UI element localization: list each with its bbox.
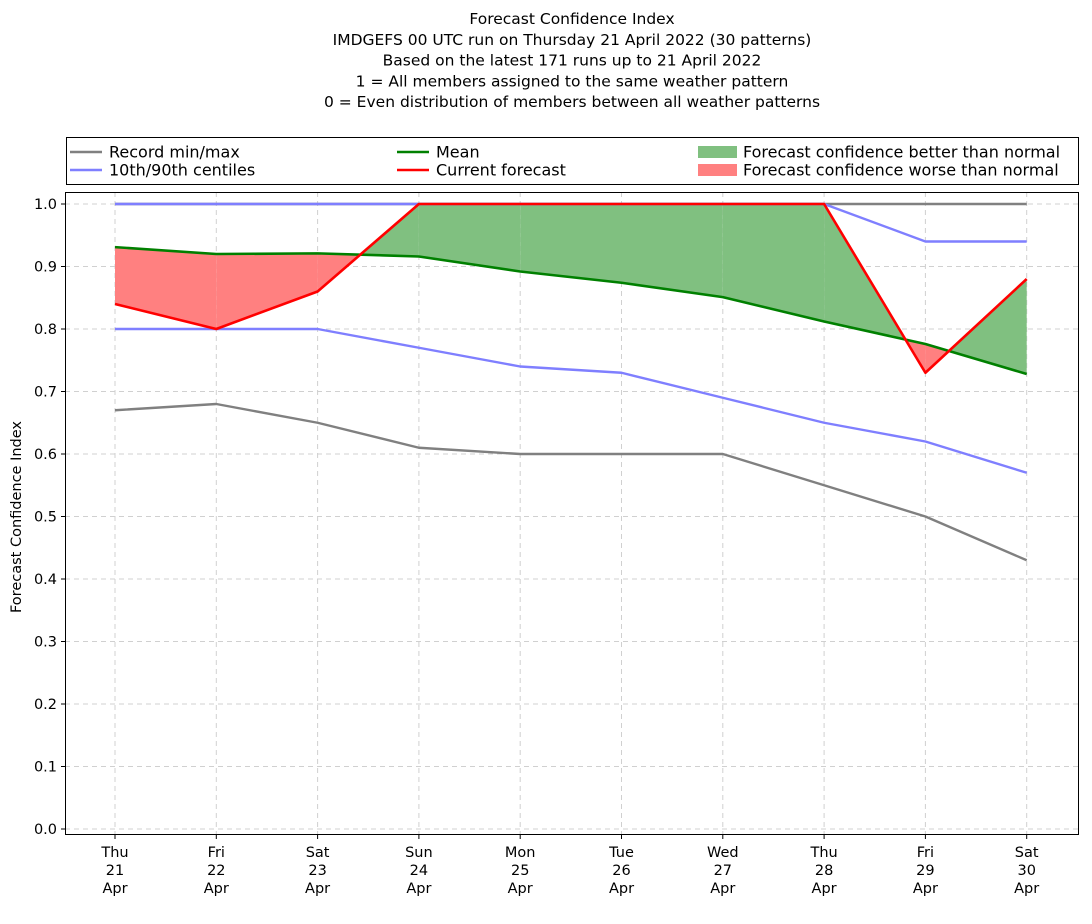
legend-swatch-5: [698, 164, 737, 176]
x-tick-label-7-1: 28: [815, 863, 833, 879]
x-tick-label-4-0: Mon: [505, 845, 536, 861]
legend-label-5: Forecast confidence worse than normal: [743, 161, 1059, 180]
x-tick-label-1-2: Apr: [204, 881, 229, 897]
x-tick-label-7-0: Thu: [809, 845, 837, 861]
x-tick-label-4-2: Apr: [508, 881, 533, 897]
title-line-0: Forecast Confidence Index: [469, 10, 674, 28]
x-tick-label-6-1: 27: [714, 863, 732, 879]
x-tick-label-2-1: 23: [308, 863, 326, 879]
y-tick-label-0: 0.0: [34, 822, 57, 838]
legend-label-3: 10th/90th centiles: [109, 161, 255, 180]
better-fill-6-0: [722, 204, 825, 322]
x-tick-label-9-2: Apr: [1014, 881, 1039, 897]
series-line-p10: [115, 327, 1028, 474]
plot-frame: [65, 192, 1079, 835]
x-tick-label-8-2: Apr: [913, 881, 938, 897]
y-tick-label-1: 0.1: [34, 760, 57, 776]
series-line-record-min: [114, 402, 1028, 562]
x-tick-label-7-2: Apr: [812, 881, 837, 897]
x-tick-label-8-0: Fri: [917, 845, 934, 861]
series-line-mean: [114, 245, 1028, 376]
better-fill-3-0: [418, 204, 521, 272]
better-fill-5-0: [621, 204, 723, 298]
legend-swatch-2: [698, 146, 737, 158]
x-tick-label-0-2: Apr: [102, 881, 127, 897]
legend-frame: [66, 137, 1079, 185]
x-tick-label-9-0: Sat: [1015, 845, 1039, 861]
x-tick-label-5-2: Apr: [609, 881, 634, 897]
y-tick-label-3: 0.3: [34, 635, 57, 651]
x-tick-label-5-0: Tue: [608, 845, 634, 861]
y-tick-label-5: 0.5: [34, 510, 57, 526]
x-tick-label-6-2: Apr: [710, 881, 735, 897]
title-line-2: Based on the latest 171 runs up to 21 Ap…: [383, 52, 762, 70]
worse-fill-1-0: [216, 253, 318, 329]
confidence-fills: [115, 204, 1027, 374]
title-line-4: 0 = Even distribution of members between…: [324, 93, 820, 111]
x-tick-label-9-1: 30: [1017, 863, 1035, 879]
grid: [65, 192, 1079, 835]
legend-label-4: Current forecast: [436, 161, 566, 180]
x-tick-label-1-0: Fri: [208, 845, 225, 861]
y-tick-label-7: 0.7: [34, 385, 57, 401]
series-line-current: [114, 202, 1028, 375]
y-tick-label-9: 0.9: [34, 260, 57, 276]
y-tick-label-10: 1.0: [34, 197, 57, 213]
series-lines: [114, 202, 1028, 562]
x-tick-label-3-0: Sun: [405, 845, 433, 861]
x-tick-label-5-1: 26: [612, 863, 630, 879]
legend-label-2: Forecast confidence better than normal: [743, 143, 1060, 162]
chart-title: Forecast Confidence Index IMDGEFS 00 UTC …: [324, 10, 820, 111]
x-tick-label-4-1: 25: [511, 863, 529, 879]
y-tick-label-4: 0.4: [34, 572, 57, 588]
x-tick-label-3-1: 24: [410, 863, 428, 879]
title-line-3: 1 = All members assigned to the same wea…: [356, 72, 789, 90]
better-fill-4-0: [520, 204, 622, 283]
legend-label-0: Record min/max: [109, 143, 240, 162]
title-line-1: IMDGEFS 00 UTC run on Thursday 21 April …: [333, 31, 812, 49]
legend-label-1: Mean: [436, 143, 480, 162]
better-fill-8-1: [948, 279, 1027, 374]
y-axis-label: Forecast Confidence Index: [9, 421, 25, 613]
y-tick-label-8: 0.8: [34, 322, 57, 338]
x-tick-label-8-1: 29: [916, 863, 934, 879]
axes: 0.0 0.1 0.2 0.3 0.4 0.5 0.6 0.7 0.8 0.9 1.0 Thu 21 Ap…: [9, 192, 1079, 897]
x-tick-label-6-0: Wed: [707, 845, 739, 861]
x-tick-label-3-2: Apr: [406, 881, 431, 897]
worse-fill-0-0: [115, 247, 217, 329]
x-tick-label-0-0: Thu: [100, 845, 128, 861]
x-tick-label-2-0: Sat: [306, 845, 330, 861]
legend: Record min/max Mean Forecast confidence be…: [66, 137, 1079, 185]
x-tick-label-1-1: 22: [207, 863, 225, 879]
x-tick-label-0-1: 21: [106, 863, 124, 879]
y-tick-label-2: 0.2: [34, 697, 57, 713]
y-tick-label-6: 0.6: [34, 447, 57, 463]
x-tick-label-2-2: Apr: [305, 881, 330, 897]
